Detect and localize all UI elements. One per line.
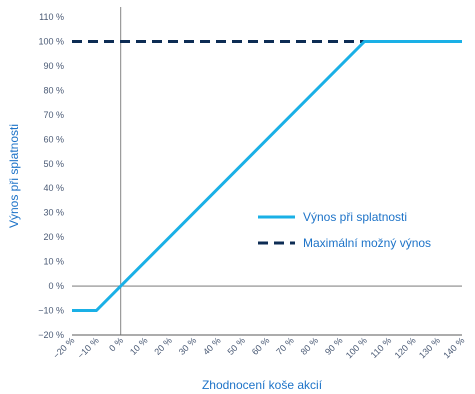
y-tick-label: 30 % [43, 208, 64, 218]
x-tick-label: 30 % [177, 335, 199, 357]
y-tick-label: 100 % [38, 36, 64, 46]
x-tick-label: 90 % [323, 335, 345, 357]
x-tick-label: 0 % [107, 335, 125, 353]
y-axis-title: Výnos při splatnosti [7, 124, 21, 228]
x-tick-label: 120 % [393, 335, 418, 360]
x-tick-label: 10 % [128, 335, 150, 357]
y-tick-label: 50 % [43, 159, 64, 169]
legend-label-dashed: Maximální možný výnos [303, 236, 431, 250]
x-tick-label: 100 % [344, 335, 369, 360]
x-tick-label: 40 % [201, 335, 223, 357]
y-tick-label: 20 % [43, 232, 64, 242]
x-tick-label: 130 % [417, 335, 442, 360]
x-axis-title: Zhodnocení koše akcií [202, 378, 323, 392]
x-tick-label: −10 % [75, 335, 100, 360]
y-tick-label: 90 % [43, 61, 64, 71]
y-tick-label: 70 % [43, 110, 64, 120]
y-tick-label: 60 % [43, 134, 64, 144]
x-tick-label: 60 % [250, 335, 272, 357]
y-tick-label: −10 % [38, 306, 64, 316]
y-tick-label: 10 % [43, 257, 64, 267]
y-tick-label: 110 % [39, 12, 64, 22]
x-tick-label: 50 % [225, 335, 247, 357]
y-tick-label: −20 % [38, 330, 64, 340]
y-tick-label: 80 % [43, 85, 64, 95]
x-tick-label: 80 % [299, 335, 321, 357]
x-tick-label: 20 % [152, 335, 174, 357]
x-tick-label: 140 % [441, 335, 466, 360]
legend: Výnos při splatnosti Maximální možný výn… [258, 210, 431, 250]
y-tick-label: 0 % [48, 281, 64, 291]
y-tick-label: 40 % [43, 183, 64, 193]
x-tick-label: 70 % [274, 335, 296, 357]
series-line-payoff [72, 39, 462, 313]
x-tick-label: 110 % [369, 335, 394, 360]
legend-label-solid: Výnos při splatnosti [303, 210, 407, 224]
